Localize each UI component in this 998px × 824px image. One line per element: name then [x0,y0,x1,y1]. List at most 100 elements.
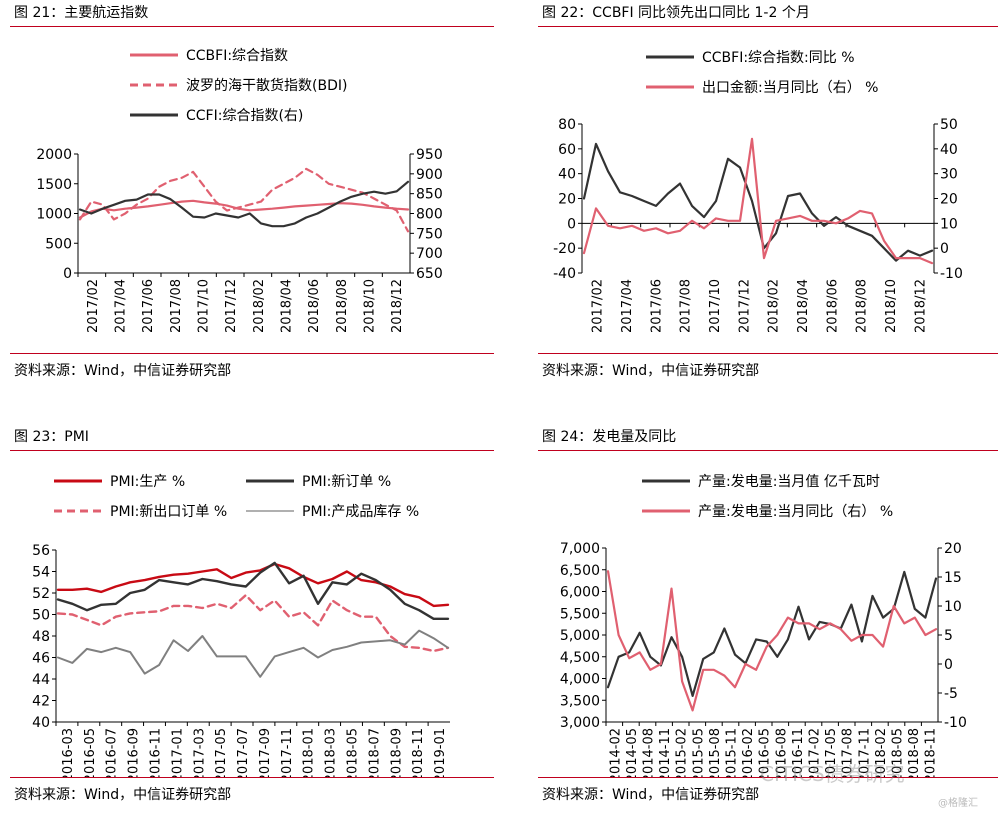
y-tick-label: -40 [553,266,576,282]
y-tick-label: 4,500 [560,650,600,666]
y-right-tick-label: 850 [416,187,443,203]
x-tick-label: 2018/10 [884,279,899,333]
legend-label: CCFI:综合指数(右) [186,108,303,124]
chart-source: 资料来源：Wind，中信证券研究部 [14,787,232,803]
x-tick-label: 2018/04 [796,279,811,333]
y-right-tick-label: 10 [944,599,962,615]
chart-panel-pmi: 图 23：PMI PMI:生产 % PMI:新订单 % PMI:新出口订单 % PMI… [10,424,494,824]
x-tick-label: 2018/10 [363,279,378,333]
y-tick-label: 0 [63,266,72,282]
x-tick-label: 2017-09 [258,728,273,777]
y-tick-label: 44 [32,672,50,688]
y-tick-label: 46 [32,651,50,667]
y-tick-label: 80 [558,117,576,133]
series-line [78,180,410,228]
chart-panel-ccbfi-yoy: 图 22：CCBFI 同比领先出口同比 1-2 个月 CCBFI:综合指数:同比… [538,0,998,400]
y-right-tick-label: 0 [940,241,949,257]
x-tick-label: 2015-02 [675,728,690,777]
x-tick-label: 2016-05 [758,728,773,777]
x-tick-label: 2018-07 [367,728,382,777]
source-rule [538,353,998,354]
title-rule [10,450,494,451]
x-tick-label: 2017-05 [214,728,229,777]
chart-source: 资料来源：Wind，中信证券研究部 [542,787,760,803]
x-tick-label: 2017/08 [169,279,184,333]
y-tick-label: -20 [553,241,576,257]
x-tick-label: 2018/06 [307,279,322,333]
chart-panel-power: 图 24：发电量及同比 产量:发电量:当月值 亿千瓦时 产量:发电量:当月同比（右… [538,424,998,824]
legend-label: 出口金额:当月同比（右） % [702,80,878,96]
x-tick-label: 2018-05 [346,728,361,777]
x-tick-label: 2017/02 [591,279,606,333]
y-tick-label: 2000 [36,147,72,163]
x-tick-label: 2015-11 [725,728,740,777]
x-tick-label: 2015-08 [708,728,723,777]
x-tick-label: 2017-02 [808,728,823,777]
x-tick-label: 2017/10 [708,279,723,333]
x-tick-label: 2017/06 [649,279,664,333]
x-tick-label: 2018-11 [924,728,939,777]
x-tick-label: 2018/08 [335,279,350,333]
x-tick-label: 2016-05 [83,728,98,777]
series-line [582,142,934,262]
x-tick-label: 2016-03 [61,728,76,777]
x-tick-label: 2019-01 [433,728,448,777]
x-tick-label: 2018-11 [411,728,426,777]
y-right-tick-label: 700 [416,246,443,262]
x-tick-label: 2017-11 [280,728,295,777]
y-right-tick-label: -10 [940,266,963,282]
x-tick-label: 2018/02 [252,279,267,333]
legend-label: PMI:新订单 % [302,474,391,490]
x-tick-label: 2017-07 [236,728,251,777]
x-tick-label: 2017/08 [679,279,694,333]
y-right-tick-label: 750 [416,226,443,242]
y-right-tick-label: 10 [940,216,958,232]
y-right-tick-label: 20 [940,192,958,208]
x-tick-label: 2016-09 [127,728,142,777]
legend-label: 产量:发电量:当月同比（右） % [698,504,893,520]
x-tick-label: 2014-11 [658,728,673,777]
x-tick-label: 2017/02 [86,279,101,333]
y-tick-label: 42 [32,694,50,710]
series-line [606,570,938,712]
series-line [582,137,934,265]
watermark-handle: @格隆汇 [938,798,978,809]
y-tick-label: 40 [32,715,50,731]
x-tick-label: 2018-08 [907,728,922,777]
y-tick-label: 5,500 [560,606,600,622]
x-tick-label: 2016-07 [105,728,120,777]
y-right-tick-label: 5 [944,628,953,644]
x-tick-label: 2016-11 [149,728,164,777]
y-right-tick-label: -10 [944,715,967,731]
x-tick-label: 2017/04 [620,279,635,333]
series-line [57,629,449,678]
x-tick-label: 2018-09 [389,728,404,777]
source-rule [10,353,494,354]
legend-label: CCBFI:综合指数 [186,48,288,64]
chart-title: 图 21：主要航运指数 [14,5,149,21]
y-right-tick-label: 800 [416,207,443,223]
series-line [78,199,410,219]
x-tick-label: 2017-03 [192,728,207,777]
y-tick-label: 40 [558,167,576,183]
y-tick-label: 1000 [36,207,72,223]
chart-source: 资料来源：Wind，中信证券研究部 [14,363,232,379]
series-line [56,593,450,653]
series-line [56,562,450,608]
y-right-tick-label: 30 [940,167,958,183]
y-tick-label: 3,500 [560,693,600,709]
watermark: CITICS债券研究 [760,762,905,786]
legend-label: 波罗的海干散货指数(BDI) [186,77,347,94]
x-tick-label: 2018-05 [891,728,906,777]
y-right-tick-label: 20 [944,541,962,557]
y-tick-label: 6,500 [560,563,600,579]
title-rule [538,450,998,451]
x-tick-label: 2018/08 [855,279,870,333]
x-tick-label: 2018/12 [390,279,405,333]
y-tick-label: 48 [32,629,50,645]
chart-title: 图 24：发电量及同比 [542,429,677,445]
x-tick-label: 2018/02 [767,279,782,333]
chart-title: 图 23：PMI [14,429,89,445]
x-tick-label: 2017/10 [197,279,212,333]
x-tick-label: 2017-11 [857,728,872,777]
